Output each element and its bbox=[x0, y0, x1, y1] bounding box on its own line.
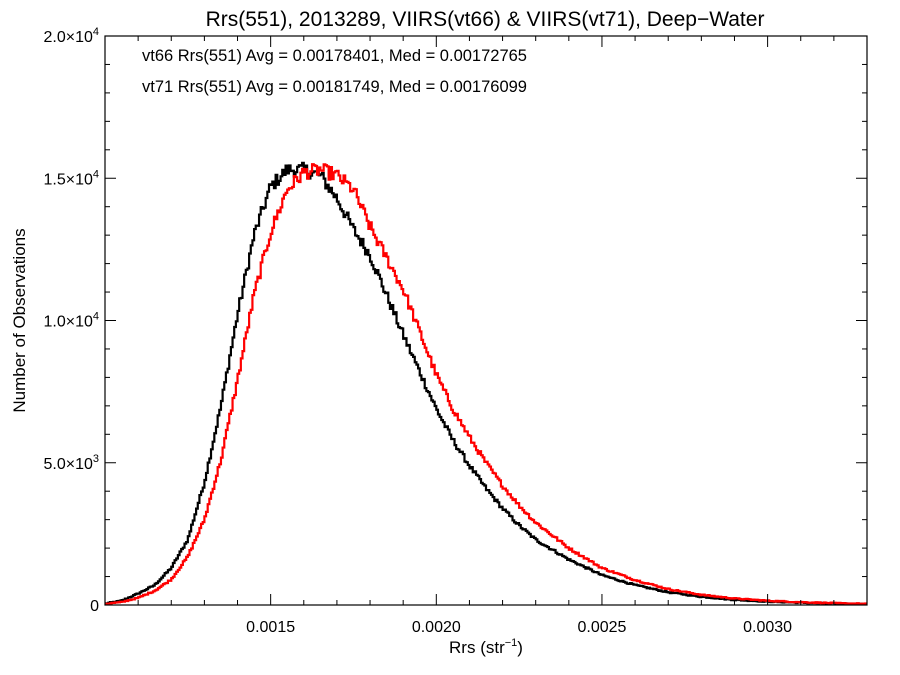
ticks-layer: 0.0015 0.0020 0.0025 0.0030 0 5.0×103 1.0×104 1… bbox=[43, 26, 868, 636]
y-tick-label: 0 bbox=[90, 598, 99, 615]
x-axis-label-end: ) bbox=[517, 638, 523, 657]
legend-entry-vt66: vt66 Rrs(551) Avg = 0.00178401, Med = 0.… bbox=[142, 47, 527, 65]
series-vt71-line bbox=[105, 163, 867, 606]
x-tick-label: 0.0015 bbox=[246, 619, 295, 636]
x-axis-label: Rrs (str−1) bbox=[449, 637, 523, 657]
plot-frame bbox=[104, 35, 868, 606]
y-axis-label: Number of Observations bbox=[10, 228, 29, 412]
y-tick-label: 5.0×103 bbox=[43, 453, 99, 473]
chart-title: Rrs(551), 2013289, VIIRS(vt66) & VIIRS(v… bbox=[206, 8, 765, 31]
x-axis-label-text: Rrs (str bbox=[449, 638, 505, 657]
x-axis-label-superscript: −1 bbox=[505, 637, 518, 649]
y-tick-label: 2.0×104 bbox=[43, 26, 99, 46]
y-tick-label: 1.5×104 bbox=[43, 168, 99, 188]
x-tick-label: 0.0020 bbox=[412, 619, 461, 636]
x-tick-label: 0.0030 bbox=[743, 619, 792, 636]
series-vt66-line bbox=[105, 161, 867, 606]
legend-entry-vt71: vt71 Rrs(551) Avg = 0.00181749, Med = 0.… bbox=[142, 78, 527, 96]
x-tick-label: 0.0025 bbox=[577, 619, 626, 636]
legend: vt66 Rrs(551) Avg = 0.00178401, Med = 0.… bbox=[142, 47, 527, 96]
y-tick-label: 1.0×104 bbox=[43, 311, 99, 331]
series-layer bbox=[105, 161, 867, 606]
